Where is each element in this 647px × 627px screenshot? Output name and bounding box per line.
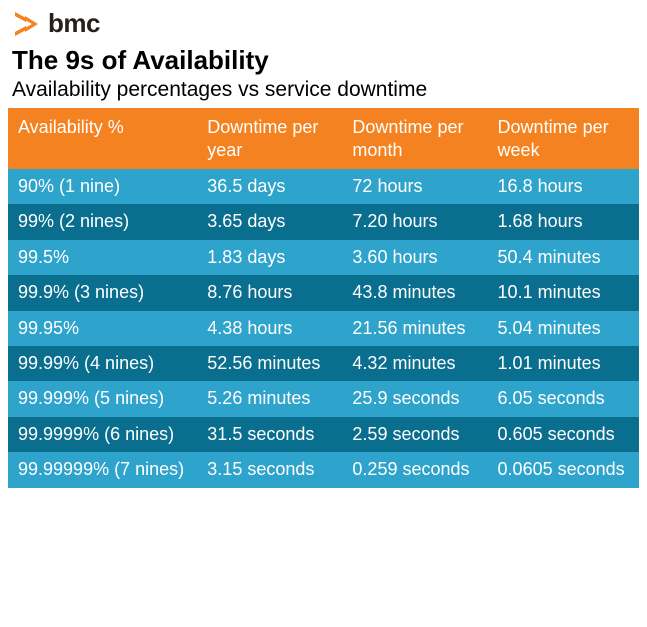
- table-cell: 2.59 seconds: [342, 417, 487, 452]
- col-downtime-year: Downtime per year: [197, 108, 342, 169]
- availability-table: Availability % Downtime per year Downtim…: [8, 108, 639, 488]
- table-cell: 36.5 days: [197, 169, 342, 204]
- table-cell: 99.99% (4 nines): [8, 346, 197, 381]
- table-cell: 4.38 hours: [197, 311, 342, 346]
- col-availability: Availability %: [8, 108, 197, 169]
- table-row: 99% (2 nines)3.65 days7.20 hours1.68 hou…: [8, 204, 639, 239]
- table-cell: 99.9% (3 nines): [8, 275, 197, 310]
- table-cell: 6.05 seconds: [488, 381, 639, 416]
- table-cell: 3.60 hours: [342, 240, 487, 275]
- col-downtime-week: Downtime per week: [488, 108, 639, 169]
- table-cell: 99% (2 nines): [8, 204, 197, 239]
- table-cell: 5.26 minutes: [197, 381, 342, 416]
- table-cell: 1.83 days: [197, 240, 342, 275]
- table-row: 99.5%1.83 days3.60 hours50.4 minutes: [8, 240, 639, 275]
- table-cell: 8.76 hours: [197, 275, 342, 310]
- table-cell: 21.56 minutes: [342, 311, 487, 346]
- table-cell: 72 hours: [342, 169, 487, 204]
- bmc-logo-icon: [12, 9, 42, 39]
- table-header-row: Availability % Downtime per year Downtim…: [8, 108, 639, 169]
- table-cell: 3.15 seconds: [197, 452, 342, 487]
- table-row: 99.9999% (6 nines)31.5 seconds2.59 secon…: [8, 417, 639, 452]
- table-cell: 50.4 minutes: [488, 240, 639, 275]
- table-cell: 99.5%: [8, 240, 197, 275]
- table-cell: 7.20 hours: [342, 204, 487, 239]
- logo-text: bmc: [48, 8, 100, 39]
- table-cell: 99.999% (5 nines): [8, 381, 197, 416]
- table-row: 90% (1 nine)36.5 days72 hours16.8 hours: [8, 169, 639, 204]
- page-title: The 9s of Availability: [8, 45, 639, 76]
- table-row: 99.9% (3 nines)8.76 hours43.8 minutes10.…: [8, 275, 639, 310]
- table-row: 99.999% (5 nines)5.26 minutes25.9 second…: [8, 381, 639, 416]
- table-cell: 4.32 minutes: [342, 346, 487, 381]
- table-cell: 0.0605 seconds: [488, 452, 639, 487]
- table-cell: 0.259 seconds: [342, 452, 487, 487]
- table-cell: 90% (1 nine): [8, 169, 197, 204]
- table-row: 99.99999% (7 nines)3.15 seconds0.259 sec…: [8, 452, 639, 487]
- page-subtitle: Availability percentages vs service down…: [8, 78, 639, 102]
- table-cell: 1.68 hours: [488, 204, 639, 239]
- table-cell: 25.9 seconds: [342, 381, 487, 416]
- table-cell: 99.95%: [8, 311, 197, 346]
- table-cell: 16.8 hours: [488, 169, 639, 204]
- table-cell: 3.65 days: [197, 204, 342, 239]
- table-cell: 5.04 minutes: [488, 311, 639, 346]
- table-cell: 43.8 minutes: [342, 275, 487, 310]
- table-cell: 99.9999% (6 nines): [8, 417, 197, 452]
- logo: bmc: [8, 8, 639, 39]
- col-downtime-month: Downtime per month: [342, 108, 487, 169]
- table-row: 99.95%4.38 hours21.56 minutes5.04 minute…: [8, 311, 639, 346]
- table-cell: 0.605 seconds: [488, 417, 639, 452]
- table-body: 90% (1 nine)36.5 days72 hours16.8 hours9…: [8, 169, 639, 488]
- table-cell: 99.99999% (7 nines): [8, 452, 197, 487]
- table-cell: 31.5 seconds: [197, 417, 342, 452]
- table-cell: 52.56 minutes: [197, 346, 342, 381]
- table-cell: 10.1 minutes: [488, 275, 639, 310]
- table-cell: 1.01 minutes: [488, 346, 639, 381]
- table-row: 99.99% (4 nines)52.56 minutes4.32 minute…: [8, 346, 639, 381]
